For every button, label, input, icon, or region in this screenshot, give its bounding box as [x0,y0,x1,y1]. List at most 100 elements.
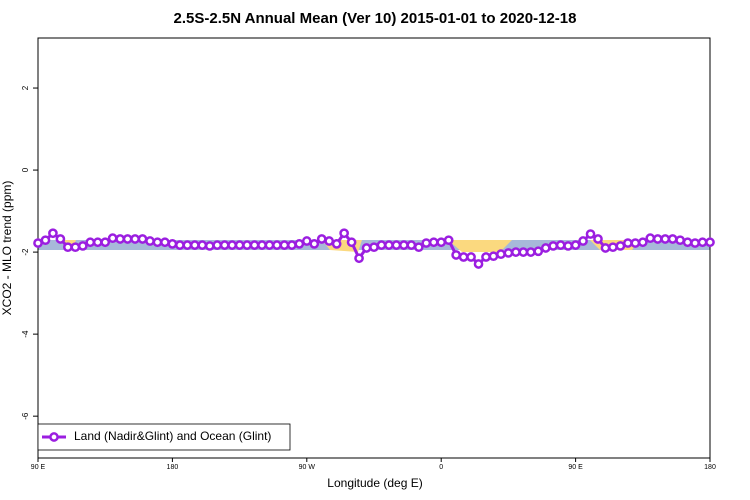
data-point [637,237,648,248]
data-point [160,237,170,248]
y-tick-label: 0 [21,167,30,172]
data-point [354,253,364,264]
plot-frame [37,37,711,459]
data-point [70,242,81,253]
data-point [294,239,305,249]
data-point [413,242,424,253]
data-point [33,238,43,248]
legend-box [37,423,291,451]
data-point [563,241,573,251]
data-point [458,252,469,262]
data-point [324,236,335,246]
data-point [369,242,379,253]
data-point [503,248,514,258]
data-point [391,240,402,250]
data-point [257,240,267,250]
data-point [645,233,656,244]
data-point [533,246,544,257]
data-point [115,234,125,244]
chart-title: 2.5S-2.5N Annual Mean (Ver 10) 2015-01-0… [174,10,577,27]
land-region [448,240,512,252]
data-point [682,237,693,248]
data-point [406,240,417,250]
data-point [623,238,633,248]
legend-label: Land (Nadir&Glint) and Ocean (Glint) [74,429,271,443]
data-point [705,237,715,248]
y-tick-label: -2 [21,248,30,256]
data-point [511,247,521,257]
data-point [197,240,208,250]
data-point [473,259,484,269]
data-point [182,240,193,250]
data-point [264,240,275,250]
legend-marker [49,432,59,442]
data-point [578,236,588,246]
data-point [212,240,223,250]
data-point [436,237,447,248]
y-tick-label: -6 [21,412,30,420]
data-point [384,240,394,250]
data-point [242,240,252,250]
data-point [585,229,596,239]
data-point [92,237,103,248]
data-point [690,238,700,248]
data-point [227,240,237,250]
data-point [204,241,215,251]
data-point [540,243,551,253]
data-point [152,237,163,248]
x-tick-label: 0 [439,464,443,471]
data-point [272,240,282,250]
data-point [137,234,148,244]
x-tick-label: 90 W [299,464,316,471]
data-point [107,233,118,244]
data-point [309,239,320,249]
data-point [85,237,96,248]
data-point [167,239,178,249]
x-axis-label: Longitude (deg E) [327,476,422,490]
data-point [279,240,290,250]
data-point [77,241,88,251]
x-tick-label: 90 E [568,464,583,471]
data-point [234,240,245,250]
data-point [600,243,611,253]
data-point [481,252,491,262]
data-point [496,249,506,260]
data-point [145,236,155,246]
data-point [488,251,499,262]
y-tick-label: 2 [21,85,30,90]
data-point [548,241,559,251]
x-tick-label: 90 E [31,464,46,471]
data-point [40,235,51,246]
data-point [122,234,133,244]
data-point [339,228,349,239]
x-tick-label: 180 [704,464,716,471]
data-point [660,234,671,244]
data-point [630,238,641,248]
data-point [331,239,342,249]
data-point [667,234,678,244]
data-point [100,237,111,248]
data-point [48,228,58,239]
data-point [55,234,66,244]
data-point [346,237,357,248]
data-point [570,240,581,250]
data-point [421,238,432,248]
y-tick-label: -4 [21,330,30,338]
data-point [466,252,476,262]
data-point [593,234,603,244]
data-point [518,247,529,257]
data-point [175,240,185,250]
data-point [525,247,536,257]
data-point [451,250,461,260]
data-point [287,240,297,250]
data-point [399,240,409,250]
data-point [608,242,618,253]
data-point [615,241,626,251]
x-tick-label: 180 [167,464,179,471]
data-point [301,236,312,246]
data-point [555,240,566,250]
data-point [219,240,230,250]
data-point [130,234,140,244]
data-point [63,242,73,253]
